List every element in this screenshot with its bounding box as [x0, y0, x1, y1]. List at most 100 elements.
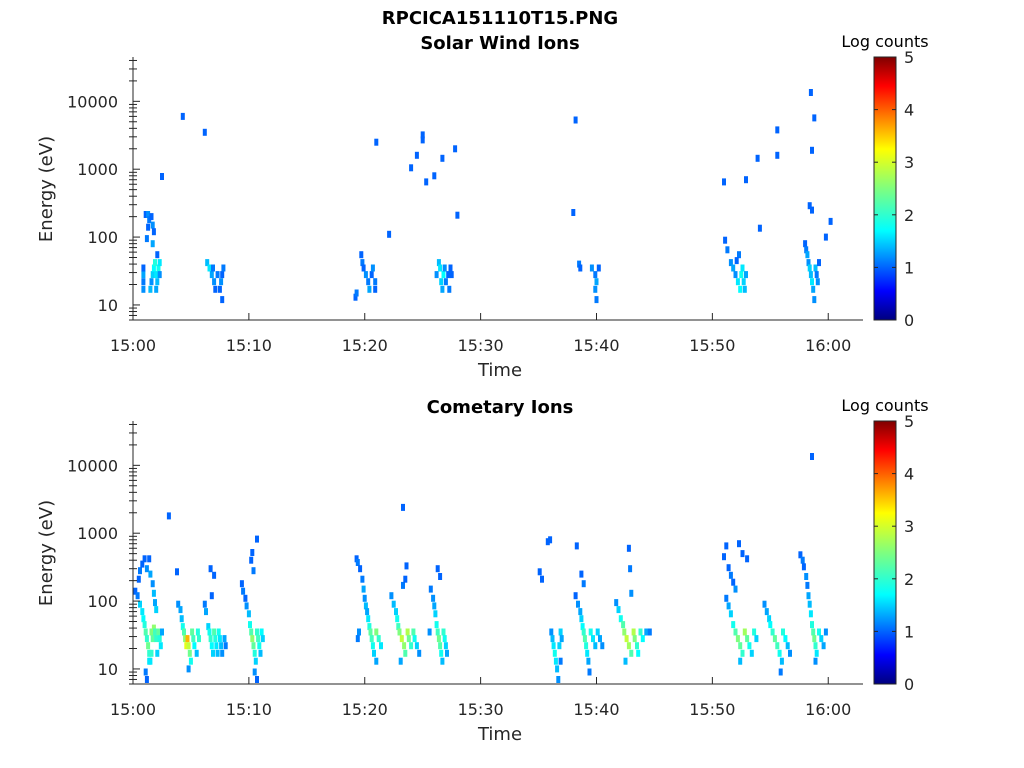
data-cell — [443, 642, 448, 650]
data-cell — [803, 240, 808, 248]
data-cell — [428, 585, 433, 593]
data-cell — [556, 676, 561, 683]
data-cell — [391, 600, 396, 608]
data-cell — [754, 635, 759, 643]
data-cell — [379, 642, 383, 650]
data-cell — [156, 264, 161, 272]
data-cell — [250, 549, 255, 556]
colorbar-tick-label: 0 — [904, 311, 914, 330]
data-cell — [798, 551, 803, 559]
data-cell — [153, 259, 157, 267]
data-cell — [806, 259, 811, 267]
data-cell — [246, 610, 251, 618]
data-cell — [593, 642, 598, 650]
data-cell — [742, 285, 747, 293]
data-cell — [209, 271, 214, 279]
data-cell — [618, 615, 623, 623]
data-cell — [455, 211, 460, 219]
data-cell — [212, 628, 217, 636]
data-cell — [432, 172, 437, 180]
data-cell — [417, 649, 422, 657]
data-cell — [804, 246, 809, 254]
data-cell — [737, 251, 741, 259]
data-cell — [209, 642, 214, 650]
data-cell — [142, 555, 147, 563]
data-cell — [647, 628, 652, 636]
data-cell — [363, 602, 368, 610]
data-cell — [212, 278, 217, 286]
data-cell — [186, 665, 191, 673]
data-cell — [401, 581, 405, 589]
data-cell — [249, 628, 254, 636]
data-cell — [147, 216, 152, 224]
data-cell — [819, 635, 824, 643]
data-cell — [213, 285, 218, 293]
heatmap-plot: 15:00 15:10 15:20 15:30 15:40 15:50 16:0010100… — [67, 412, 914, 719]
data-cell — [724, 594, 729, 602]
data-cell — [810, 453, 814, 460]
data-cell — [142, 621, 147, 629]
data-cell — [217, 285, 222, 293]
x-tick-label: 15:10 — [226, 336, 272, 355]
data-cell — [144, 635, 149, 643]
data-cell — [374, 628, 379, 636]
data-cell — [208, 565, 213, 573]
data-cell — [141, 615, 146, 623]
data-cell — [361, 585, 366, 593]
data-cell — [144, 235, 149, 243]
data-cell — [192, 642, 197, 650]
data-cell — [220, 296, 225, 304]
data-cell — [188, 657, 193, 665]
data-cell — [744, 271, 748, 279]
y-tick-label: 10000 — [67, 456, 118, 475]
data-cell — [821, 642, 826, 650]
data-cell — [548, 536, 553, 544]
data-cell — [579, 570, 584, 578]
data-cell — [147, 649, 152, 657]
data-cell — [738, 657, 743, 665]
data-cell — [369, 635, 374, 643]
data-cell — [182, 628, 186, 636]
data-cell — [439, 649, 444, 657]
data-cell — [209, 592, 214, 600]
data-cell — [353, 293, 358, 301]
data-cell — [133, 587, 138, 595]
data-cell — [366, 615, 371, 623]
data-cell — [434, 271, 439, 279]
data-cell — [740, 649, 745, 657]
data-cell — [448, 264, 453, 272]
data-cell — [741, 278, 746, 286]
data-cell — [141, 271, 146, 279]
colorbar-tick-label: 5 — [904, 412, 914, 431]
data-cell — [757, 224, 762, 232]
data-cell — [574, 542, 579, 550]
data-cell — [255, 535, 259, 543]
data-cell — [800, 556, 805, 564]
data-cell — [595, 628, 600, 636]
data-cell — [811, 628, 816, 636]
data-cell — [202, 600, 207, 608]
data-cell — [160, 628, 164, 636]
data-cell — [777, 649, 782, 657]
data-cell — [438, 642, 443, 650]
data-cell — [731, 264, 736, 272]
data-cell — [411, 628, 416, 636]
data-cell — [734, 257, 739, 265]
data-cell — [598, 635, 602, 643]
data-cell — [370, 642, 375, 650]
data-cell — [249, 556, 254, 564]
data-cell — [744, 176, 748, 184]
data-cell — [582, 635, 587, 643]
data-cell — [219, 278, 224, 286]
data-cell — [555, 665, 560, 673]
data-cell — [740, 550, 745, 558]
data-cell — [257, 642, 262, 650]
data-cell — [624, 635, 629, 643]
data-cell — [594, 296, 599, 304]
data-cell — [807, 202, 812, 210]
data-cell — [399, 635, 404, 643]
data-cell — [728, 259, 733, 267]
data-cell — [810, 206, 814, 214]
data-cell — [557, 642, 562, 650]
data-cell — [354, 289, 359, 297]
